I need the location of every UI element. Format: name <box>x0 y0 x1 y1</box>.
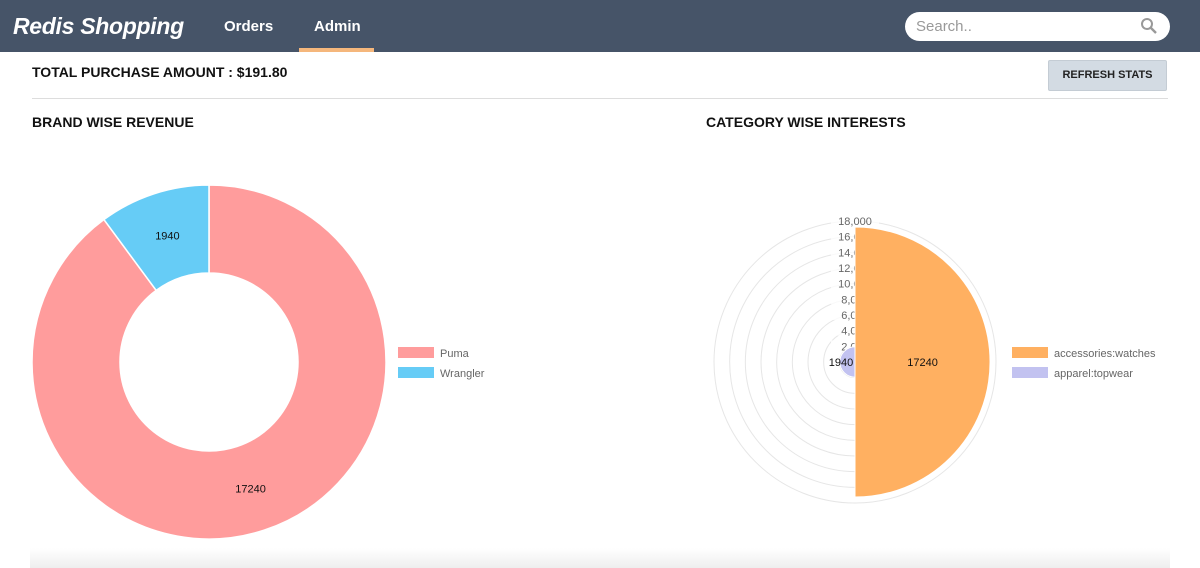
data-label: 1940 <box>829 357 853 369</box>
tick-backdrop <box>831 215 879 226</box>
doughnut-slice <box>31 184 387 540</box>
legend-swatch <box>1012 347 1048 358</box>
search-placeholder: Search.. <box>916 18 972 35</box>
polar-segment <box>839 346 856 378</box>
brand-logo[interactable]: Redis Shopping <box>13 13 184 39</box>
legend-label: apparel:topwear <box>1054 368 1133 380</box>
legend-swatch <box>1012 367 1048 378</box>
active-tab-indicator <box>299 48 374 52</box>
top-navbar: Redis Shopping Orders Admin Search.. <box>0 0 1200 52</box>
category-chart-title: CATEGORY WISE INTERESTS <box>706 114 906 130</box>
polar-segment <box>854 226 991 498</box>
brand-revenue-doughnut-chart: 17240 1940 Puma Wrangler <box>31 184 485 540</box>
legend-swatch <box>398 347 434 358</box>
total-purchase-amount: TOTAL PURCHASE AMOUNT : $191.80 <box>32 64 288 80</box>
search-icon[interactable] <box>1140 17 1158 35</box>
legend-label: Wrangler <box>440 368 485 380</box>
refresh-stats-button[interactable]: REFRESH STATS <box>1048 60 1167 91</box>
doughnut-slice <box>102 184 210 292</box>
tab-orders[interactable]: Orders <box>224 18 274 35</box>
data-label: 1940 <box>155 231 179 243</box>
brand-chart-title: BRAND WISE REVENUE <box>32 114 194 130</box>
legend-swatch <box>398 367 434 378</box>
tick-label: 18,000 <box>838 216 872 228</box>
category-interests-polar-chart: 2,0004,0006,0008,00010,00012,00014,00016… <box>713 215 1156 504</box>
footer-shadow <box>30 548 1170 568</box>
divider <box>32 98 1168 99</box>
legend-label: Puma <box>440 348 470 360</box>
search-input[interactable]: Search.. <box>905 12 1170 41</box>
data-label: 17240 <box>235 483 266 495</box>
tab-admin[interactable]: Admin <box>314 18 361 35</box>
data-label: 17240 <box>907 357 938 369</box>
legend-label: accessories:watches <box>1054 348 1156 360</box>
